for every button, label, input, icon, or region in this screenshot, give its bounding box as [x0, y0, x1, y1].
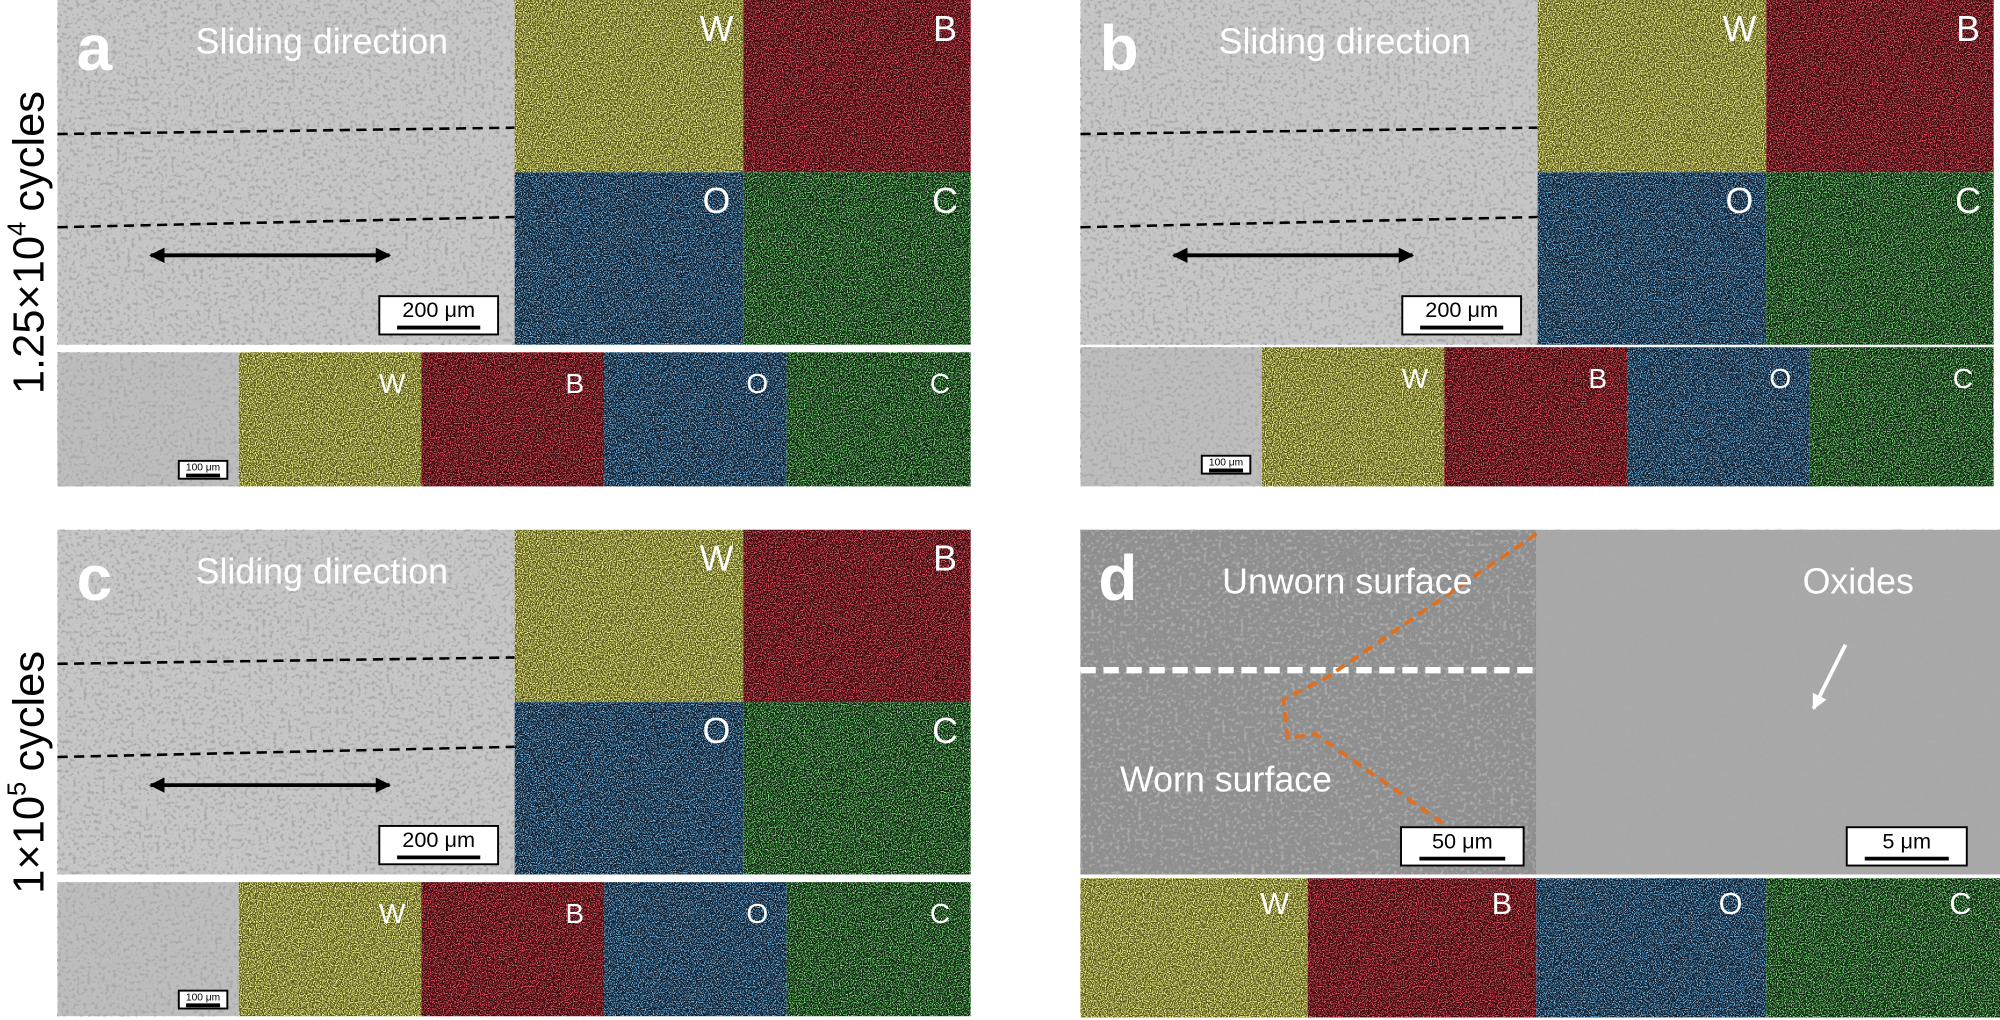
label: W [379, 368, 406, 399]
label: 200 μm [402, 827, 475, 852]
map-specks [604, 882, 787, 1017]
map-specks [514, 0, 744, 173]
region-outline [1281, 532, 1538, 825]
label: B [565, 368, 584, 399]
label: b [1100, 12, 1139, 84]
cycles-exponent: 5 [4, 782, 32, 796]
label: 100 μm [186, 992, 220, 1003]
label: C [1953, 363, 1973, 394]
map-specks [786, 882, 971, 1017]
map-specks [514, 529, 744, 703]
label: C [930, 898, 950, 929]
label: Worn surface [1120, 759, 1332, 799]
map-specks [1307, 878, 1537, 1018]
label: c [77, 542, 113, 614]
map-specks [743, 529, 971, 703]
map-specks [1766, 878, 2000, 1018]
label: 5 μm [1882, 828, 1931, 853]
cycles-base: 1×10 [5, 796, 53, 894]
sem-texture [1080, 0, 1538, 345]
label: Sliding direction [1219, 22, 1471, 62]
map-specks [1766, 0, 1994, 173]
map-specks [1536, 878, 1767, 1018]
map-specks [514, 172, 744, 345]
label: O [1726, 181, 1754, 221]
map-specks [1080, 878, 1308, 1018]
map-specks [786, 352, 971, 487]
map-specks [1627, 347, 1810, 487]
oxide-arrow [1811, 643, 1848, 710]
label: Oxides [1803, 562, 1914, 602]
label: d [1098, 542, 1137, 614]
label: B [933, 539, 957, 579]
label: W [700, 9, 734, 49]
label: W [700, 539, 734, 579]
wear-track-edge [57, 126, 515, 136]
map-specks [1537, 172, 1767, 345]
wear-track-edge [57, 745, 515, 759]
label: C [1955, 181, 1981, 221]
label: O [703, 181, 731, 221]
wear-track-edge [57, 656, 515, 666]
label: Sliding direction [196, 551, 448, 591]
cycles-label: 1.25×104 cycles [4, 91, 54, 394]
label: Unworn surface [1222, 562, 1472, 602]
label: W [1260, 887, 1289, 921]
label: 200 μm [402, 297, 475, 322]
label: B [1492, 887, 1512, 921]
label: 100 μm [186, 463, 220, 474]
cycles-unit: cycles [5, 651, 53, 772]
map-specks [1444, 347, 1628, 487]
map-specks [743, 702, 971, 875]
label: W [1723, 9, 1757, 49]
map-specks [1809, 347, 1994, 487]
map-specks [514, 702, 744, 875]
label: W [379, 898, 406, 929]
map-specks [1766, 172, 1994, 345]
wear-track-edge [1080, 126, 1538, 136]
label: O [1769, 363, 1791, 394]
cycles-exponent: 4 [4, 222, 32, 236]
label: Sliding direction [196, 22, 448, 62]
sem-texture [57, 529, 515, 875]
label: O [703, 711, 731, 751]
cycles-label: 1×105 cycles [4, 651, 54, 894]
map-specks [421, 882, 605, 1017]
map-specks [238, 352, 422, 487]
map-specks [1537, 0, 1767, 173]
label: O [746, 898, 768, 929]
map-specks [743, 172, 971, 345]
label: 200 μm [1425, 297, 1498, 322]
label: B [1956, 9, 1980, 49]
wear-track-edge [57, 215, 515, 229]
map-specks [743, 0, 971, 173]
map-specks [604, 352, 787, 487]
sem-texture [57, 0, 515, 345]
label: 100 μm [1209, 458, 1243, 469]
label: W [1402, 363, 1429, 394]
label: O [1719, 887, 1743, 921]
cycles-base: 1.25×10 [5, 236, 53, 394]
label: C [1949, 887, 1971, 921]
map-specks [238, 882, 422, 1017]
map-specks [1261, 347, 1445, 487]
map-specks [421, 352, 605, 487]
wear-track-edge [1080, 215, 1538, 229]
label: B [933, 9, 957, 49]
sem-texture [1536, 529, 2000, 875]
label: a [77, 12, 113, 84]
cycles-unit: cycles [5, 91, 53, 212]
label: 50 μm [1432, 828, 1493, 853]
label: C [932, 711, 958, 751]
label: O [746, 368, 768, 399]
label: C [930, 368, 950, 399]
label: C [932, 181, 958, 221]
label: B [1588, 363, 1607, 394]
label: B [565, 898, 584, 929]
